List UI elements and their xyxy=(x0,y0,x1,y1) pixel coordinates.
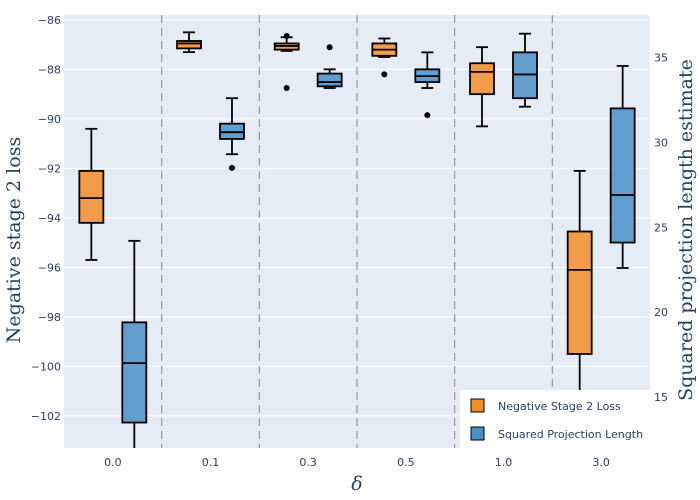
y-left-tick-label: −102 xyxy=(31,410,61,423)
box-group-projection xyxy=(121,239,148,448)
x-tick-label: 1.0 xyxy=(495,456,513,469)
x-axis-title: δ xyxy=(351,473,362,495)
legend-label-loss: Negative Stage 2 Loss xyxy=(498,400,621,413)
y-left-axis-title: Negative stage 2 loss xyxy=(3,137,25,343)
box-iqr xyxy=(78,169,105,224)
box-group-projection xyxy=(316,44,343,89)
outlier-point xyxy=(326,44,333,51)
x-tick-label: 0.5 xyxy=(397,456,415,469)
x-tick-label: 3.0 xyxy=(592,456,610,469)
x-tick-label: 0.3 xyxy=(299,456,317,469)
y-left-tick-label: −96 xyxy=(38,261,61,274)
y-right-tick-label: 35 xyxy=(654,51,668,64)
x-tick-label: 0.1 xyxy=(202,456,220,469)
box-group-projection xyxy=(609,65,636,269)
y-right-tick-label: 15 xyxy=(654,391,668,404)
x-tick-label: 0.0 xyxy=(104,456,122,469)
y-right-tick-label: 30 xyxy=(654,136,668,149)
legend-swatch-loss xyxy=(470,398,485,413)
outlier-point xyxy=(381,71,388,78)
box-iqr xyxy=(176,40,202,50)
y-right-tick-label: 25 xyxy=(654,221,668,234)
box-iqr xyxy=(609,107,636,244)
box-iqr xyxy=(121,321,148,424)
y-left-tick-label: −94 xyxy=(38,212,61,225)
box-group-projection xyxy=(414,51,441,119)
box-iqr xyxy=(316,72,343,88)
category-separators xyxy=(161,15,553,448)
box-group-projection xyxy=(512,32,538,108)
tick-labels: −86 −88 −90 −92 −94 −96 −98 −100 −102 15 20 25 30 35 0… xyxy=(31,14,668,469)
box-group-loss xyxy=(273,33,300,91)
box-group-loss xyxy=(469,46,495,128)
outlier-point xyxy=(424,112,431,119)
y-left-tick-label: −88 xyxy=(38,63,61,76)
box-iqr xyxy=(469,62,495,96)
outlier-point xyxy=(283,84,290,91)
legend-background xyxy=(460,390,652,448)
y-left-tick-label: −100 xyxy=(31,360,61,373)
box-iqr xyxy=(566,230,593,355)
y-left-tick-label: −98 xyxy=(38,311,61,324)
legend-label-projection: Squared Projection Length xyxy=(498,428,643,441)
box-group-loss xyxy=(78,127,105,261)
outlier-point xyxy=(228,164,235,171)
y-left-tick-label: −86 xyxy=(38,14,61,27)
box-group-loss xyxy=(371,37,398,78)
y-left-tick-label: −92 xyxy=(38,162,61,175)
y-right-tick-label: 20 xyxy=(654,306,668,319)
legend: Negative Stage 2 Loss Squared Projection… xyxy=(460,390,652,448)
outlier-point xyxy=(283,33,290,40)
y-right-axis-title: Squared projection length estimate xyxy=(675,59,697,401)
legend-swatch-projection xyxy=(470,426,485,441)
box-group-loss xyxy=(176,31,202,54)
y-left-tick-label: −90 xyxy=(38,113,61,126)
box-group-projection xyxy=(219,97,245,171)
